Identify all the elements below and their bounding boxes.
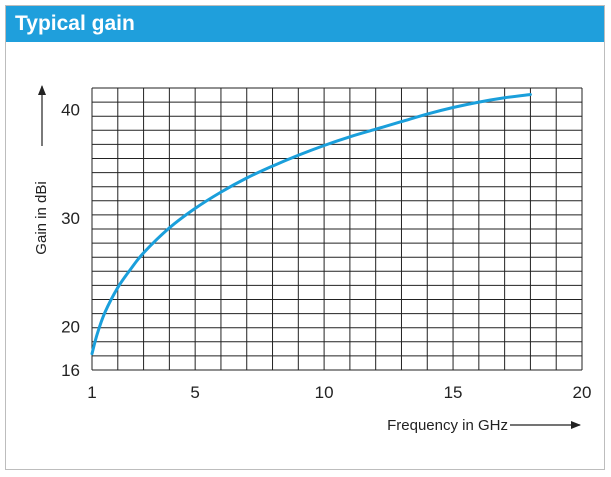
x-tick-label: 15 — [444, 383, 463, 402]
axis-labels: Frequency in GHz Gain in dBi — [33, 85, 581, 434]
panel-title: Typical gain — [6, 6, 604, 42]
chart-grid — [91, 87, 583, 371]
x-tick-label: 1 — [87, 383, 96, 402]
y-tick-label: 20 — [61, 318, 80, 337]
gain-curve — [90, 93, 532, 356]
y-tick-label: 40 — [61, 101, 80, 120]
x-tick-label: 5 — [190, 383, 199, 402]
x-tick-label: 10 — [315, 383, 334, 402]
y-tick-label: 16 — [61, 361, 80, 380]
y-axis-label: Gain in dBi — [33, 181, 50, 254]
x-tick-label: 20 — [573, 383, 592, 402]
x-axis-label: Frequency in GHz — [387, 417, 508, 434]
series-layer — [90, 93, 532, 356]
y-tick-label: 30 — [61, 209, 80, 228]
